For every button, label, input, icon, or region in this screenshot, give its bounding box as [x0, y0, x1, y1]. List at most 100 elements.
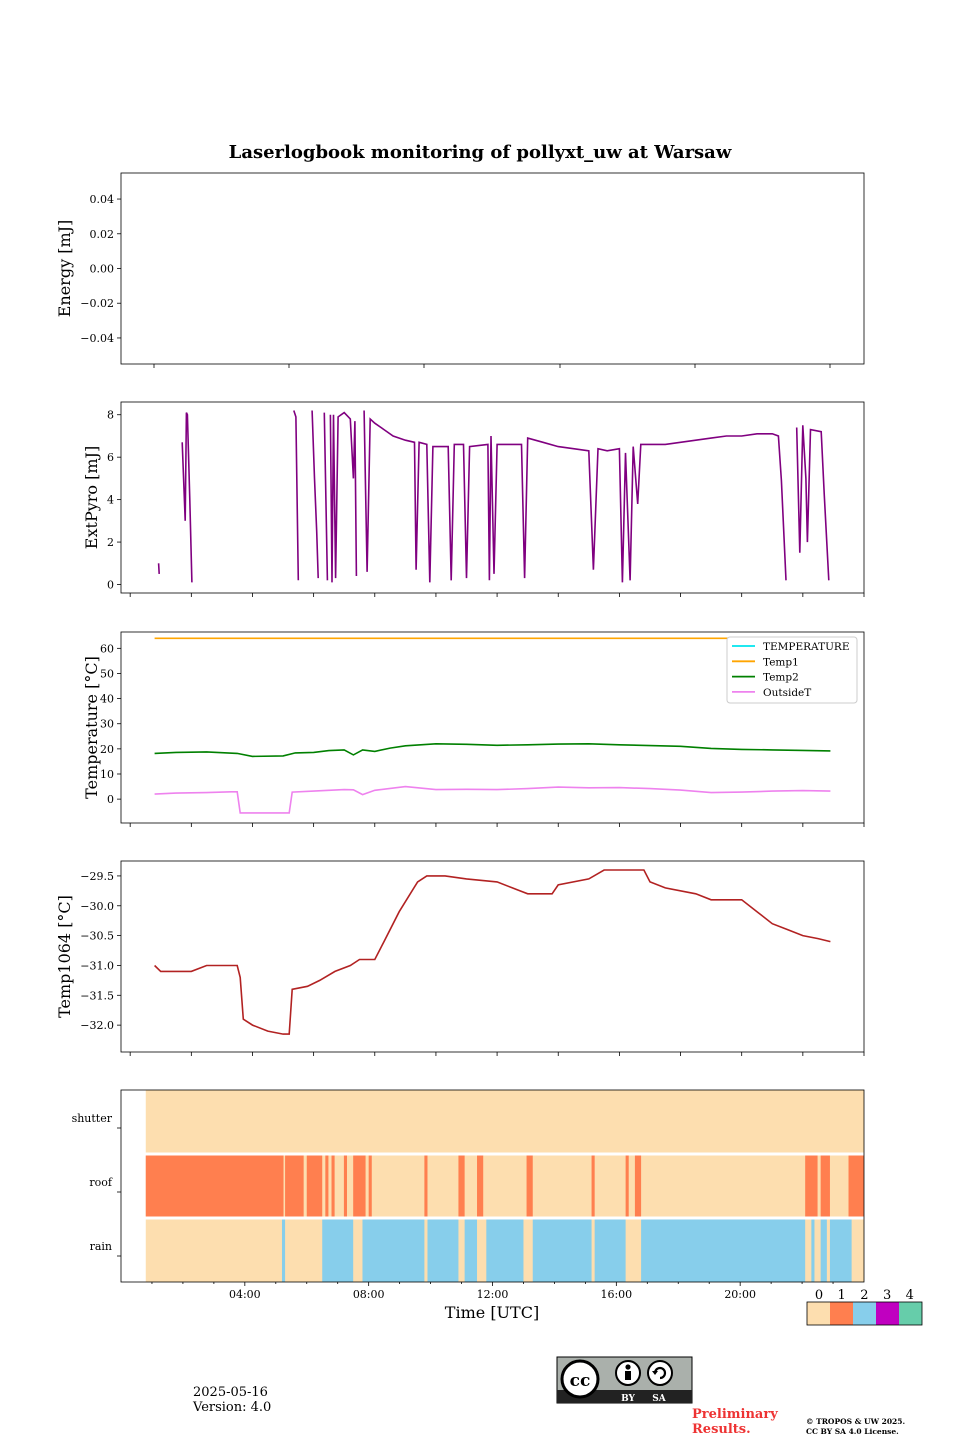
roof-open-segment	[325, 1155, 329, 1217]
temp1064-ytick-label: −30.5	[80, 930, 114, 943]
version-label: Version: 4.0	[192, 1400, 271, 1415]
copyright-label: © TROPOS & UW 2025. CC BY SA 4.0 License.	[806, 1417, 905, 1436]
cc-by-sa-badge: cc BY SA	[556, 1356, 693, 1404]
roof-open-segment	[526, 1155, 533, 1217]
colorbar-frame	[806, 1301, 923, 1326]
roof-open-segment	[477, 1155, 484, 1217]
status-xtick-label: 12:00	[477, 1288, 509, 1301]
rain-wet-segment	[464, 1219, 478, 1282]
energy-ytick-label: 0.02	[90, 228, 115, 241]
rain-wet-segment	[820, 1219, 827, 1282]
rain-wet-segment	[362, 1219, 425, 1282]
copyright-line: © TROPOS & UW 2025.	[806, 1417, 905, 1426]
colorbar-swatch-2	[853, 1302, 876, 1325]
extpyro-ytick-label: 6	[107, 451, 114, 464]
copyright-line: CC BY SA 4.0 License.	[806, 1427, 899, 1436]
preliminary-results-label: Preliminary Results.	[692, 1407, 778, 1437]
roof-open-segment	[285, 1155, 304, 1217]
temperature-legend: TEMPERATURE Temp1 Temp2 OutsideT	[726, 636, 858, 704]
temp1064-ytick-label: −31.5	[80, 989, 114, 1002]
x-axis-label: Time [UTC]	[445, 1303, 539, 1322]
temperature-ytick-label: 0	[107, 793, 114, 806]
roof-open-segment	[424, 1155, 428, 1217]
roof-open-segment	[353, 1155, 366, 1217]
roof-open-segment	[458, 1155, 465, 1217]
legend-label-outsidet: OutsideT	[763, 687, 811, 699]
temperature-ytick-label: 50	[100, 667, 114, 680]
rain-wet-segment	[427, 1219, 459, 1282]
colorbar-swatch-0	[807, 1302, 830, 1325]
roof-open-segment	[343, 1155, 347, 1217]
colorbar-label-0: 0	[815, 1288, 823, 1303]
extpyro-ytick-label: 4	[107, 494, 114, 507]
legend-label-temperature: TEMPERATURE	[763, 641, 850, 653]
figure-title: Laserlogbook monitoring of pollyxt_uw at…	[229, 142, 732, 163]
panel-status: shutter roof rain 04:00 08:00 12:00 16:00 20:00	[72, 1089, 865, 1301]
rain-wet-segment	[594, 1219, 626, 1282]
rain-wet-segment	[641, 1219, 806, 1282]
rain-wet-segment	[486, 1219, 524, 1282]
temp1064-series-temp1064-line	[154, 869, 831, 1035]
colorbar-label-3: 3	[883, 1288, 891, 1303]
status-row-label-roof: roof	[89, 1176, 113, 1189]
roof-open-segment	[331, 1155, 335, 1217]
legend-label-temp2: Temp2	[763, 672, 799, 684]
temperature-ytick-label: 60	[100, 642, 114, 655]
rain-wet-segment	[322, 1219, 354, 1282]
temperature-ytick-label: 40	[100, 693, 114, 706]
prelim-line: Results.	[692, 1422, 751, 1437]
temp1064-y-axis-label: Temp1064 [°C]	[55, 895, 74, 1018]
temperature-axes-frame	[120, 631, 865, 824]
roof-open-segment	[634, 1155, 642, 1217]
sa-share-icon	[647, 1360, 673, 1386]
status-xtick-label: 04:00	[229, 1288, 261, 1301]
temp1064-ytick-label: −31.0	[80, 959, 114, 972]
temperature-ytick-label: 10	[100, 768, 114, 781]
roof-open-segment	[368, 1155, 372, 1217]
roof-open-segment	[625, 1155, 629, 1217]
rain-wet-segment	[811, 1219, 815, 1282]
shutter-band	[145, 1090, 864, 1153]
extpyro-y-axis-label: ExtPyro [mJ]	[82, 446, 101, 549]
colorbar-swatch-4	[899, 1302, 922, 1325]
colorbar-swatch-1	[830, 1302, 853, 1325]
energy-axes-frame	[120, 172, 865, 365]
status-row-label-rain: rain	[90, 1240, 112, 1253]
temp1064-ytick-label: −32.0	[80, 1019, 114, 1032]
legend-frame	[726, 636, 858, 704]
roof-open-segment	[145, 1155, 284, 1217]
rain-wet-segment	[829, 1219, 852, 1282]
colorbar-label-4: 4	[906, 1288, 914, 1303]
badge-by-label: BY	[621, 1394, 635, 1404]
extpyro-ytick-label: 0	[107, 579, 114, 592]
colorbar-swatch-3	[876, 1302, 899, 1325]
panel-energy: 0.04 0.02 0.00 −0.02 −0.04 Energy [mJ]	[55, 172, 865, 368]
extpyro-axes-frame	[120, 401, 865, 594]
roof-open-segment	[306, 1155, 323, 1217]
panel-temp1064: −29.5 −30.0 −30.5 −31.0 −31.5 −32.0 Temp1064 […	[55, 860, 865, 1056]
extpyro-series-extpyro-line	[157, 410, 830, 583]
energy-y-axis-label: Energy [mJ]	[55, 220, 74, 318]
colorbar-label-1: 1	[838, 1288, 846, 1303]
status-axes-frame	[120, 1089, 865, 1283]
status-xtick-label: 16:00	[600, 1288, 632, 1301]
temperature-ytick-label: 30	[100, 718, 114, 731]
badge-sa-label: SA	[652, 1394, 666, 1404]
status-xtick-label: 08:00	[353, 1288, 385, 1301]
roof-open-segment	[805, 1155, 818, 1217]
temp1064-axes-frame	[120, 860, 865, 1053]
extpyro-ytick-label: 2	[107, 536, 114, 549]
cc-icon	[560, 1359, 600, 1399]
roof-open-segment	[820, 1155, 830, 1217]
status-xtick-label: 20:00	[724, 1288, 756, 1301]
prelim-line: Preliminary	[692, 1407, 778, 1422]
temperature-ytick-label: 20	[100, 743, 114, 756]
temp1064-ytick-label: −29.5	[80, 870, 114, 883]
temperature-series-temp2-line	[154, 742, 831, 758]
roof-open-segment	[591, 1155, 595, 1217]
energy-ytick-label: −0.02	[80, 297, 114, 310]
roof-open-segment	[848, 1155, 864, 1217]
